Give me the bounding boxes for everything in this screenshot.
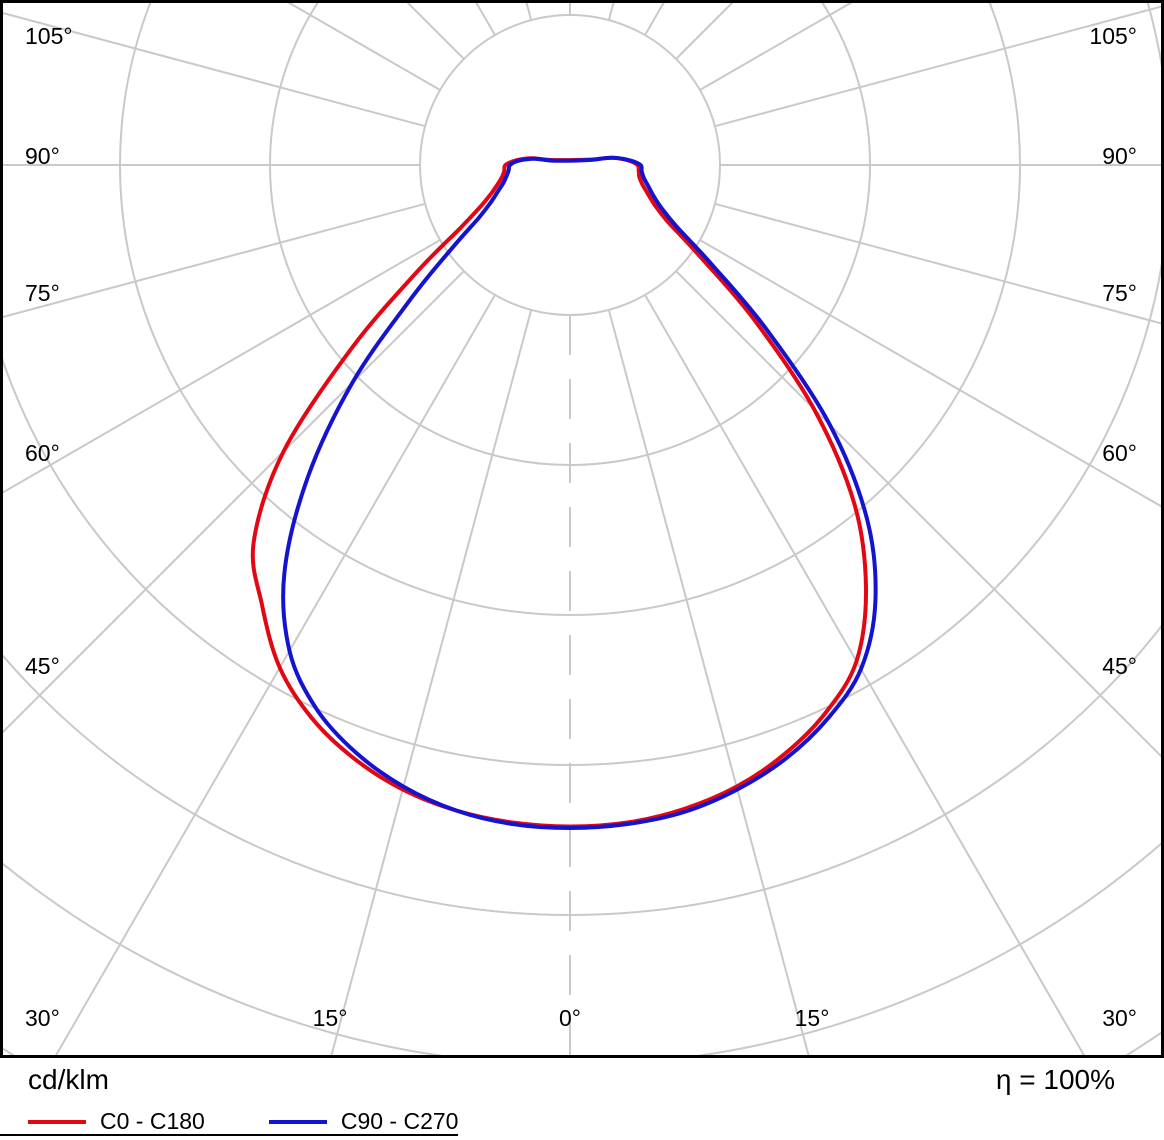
- grid-ray: [607, 309, 810, 1055]
- polar-chart-frame: 105° 90° 75° 60° 45° 30° 105° 90° 75° 60° 45° 30° 15…: [0, 0, 1164, 1058]
- angle-label: 75°: [1102, 280, 1137, 306]
- grid-ray: [699, 3, 853, 91]
- efficiency-label: η = 100%: [995, 1064, 1115, 1095]
- legend-label-c90-c270: C90 - C270: [340, 1108, 459, 1134]
- grid-ray: [3, 202, 426, 318]
- grid-ray: [644, 294, 1085, 1055]
- angle-label: 45°: [25, 653, 60, 679]
- intensity-curve-c0-c180: [250, 155, 869, 829]
- grid-ray: [714, 202, 1161, 325]
- legend: C0 - C180 C90 - C270: [28, 1108, 458, 1135]
- grid-ray: [330, 309, 533, 1055]
- units-label: cd/klm: [28, 1064, 109, 1095]
- grid-ray: [3, 270, 465, 734]
- grid-ray: [55, 294, 496, 1055]
- grid-ray: [475, 3, 496, 36]
- grid-ray: [714, 5, 1161, 128]
- footer: cd/klm η = 100% C0 - C180 C90 - C270: [0, 1058, 1164, 1140]
- angle-label: 0°: [559, 1005, 581, 1031]
- grid-ray: [287, 3, 441, 91]
- angle-label: 90°: [1102, 143, 1137, 169]
- grid-ring: [419, 14, 721, 316]
- angle-label: 60°: [1102, 440, 1137, 466]
- angle-label: 75°: [25, 280, 60, 306]
- grid-ray: [3, 12, 426, 128]
- legend-swatch-c90-c270-icon: [268, 1119, 327, 1124]
- angle-label: 105°: [25, 23, 73, 49]
- angle-label: 15°: [313, 1005, 348, 1031]
- grid-ray: [699, 239, 1161, 508]
- legend-swatch-c0-c180-icon: [28, 1119, 86, 1124]
- intensity-curve-c90-c270: [281, 155, 878, 830]
- legend-item-c0-c180: C0 - C180: [28, 1108, 205, 1135]
- legend-label-c0-c180: C0 - C180: [100, 1108, 205, 1134]
- angle-label: 45°: [1102, 653, 1137, 679]
- angle-label: 60°: [25, 440, 60, 466]
- angle-label: 15°: [795, 1005, 830, 1031]
- polar-photometric-chart: 105° 90° 75° 60° 45° 30° 105° 90° 75° 60° 45° 30° 15…: [3, 3, 1161, 1055]
- legend-underline: [0, 1134, 458, 1136]
- angle-label: 30°: [1102, 1005, 1137, 1031]
- grid-ray: [675, 3, 734, 60]
- angle-label: 105°: [1089, 23, 1137, 49]
- angle-label: 30°: [25, 1005, 60, 1031]
- grid-ray: [3, 239, 441, 494]
- grid-ray: [675, 270, 1161, 758]
- legend-item-c90-c270: C90 - C270: [268, 1108, 459, 1135]
- angle-label: 90°: [25, 143, 60, 169]
- grid-ring: [3, 625, 1161, 916]
